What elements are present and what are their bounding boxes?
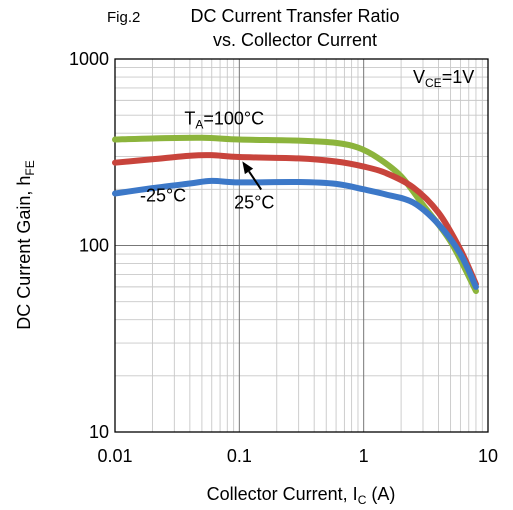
chart-title-line1: DC Current Transfer Ratio [190, 6, 399, 26]
chart-title-line2: vs. Collector Current [213, 30, 377, 50]
x-tick-label: 1 [359, 446, 369, 466]
annotations: TA=100°C 25°C -25°C [140, 108, 274, 212]
annotation-arrow-25c [248, 170, 263, 191]
annotation-arrowhead-25c [242, 161, 254, 175]
y-axis-label: DC Current Gain, hFE [14, 160, 37, 329]
x-tick-label: 10 [478, 446, 498, 466]
annotation-25c: 25°C [234, 193, 274, 213]
plot-frame [114, 58, 489, 433]
grid [114, 58, 489, 433]
series-line-2 [112, 177, 479, 290]
annotation-minus-25c: -25°C [140, 186, 186, 206]
y-tick-label: 1000 [69, 49, 109, 69]
annotation-ta-100c: TA=100°C [184, 108, 264, 131]
tick-labels: 0.01 0.1 1 10 10 100 1000 [69, 49, 498, 466]
x-tick-label: 0.1 [227, 446, 252, 466]
condition-label: VCE=1V [413, 67, 474, 90]
figure-label: Fig.2 [107, 9, 140, 26]
x-axis-label: Collector Current, IC (A) [207, 484, 396, 507]
y-tick-label: 100 [79, 236, 109, 256]
series-group [112, 134, 479, 295]
x-tick-label: 0.01 [97, 446, 132, 466]
series-line-1 [112, 152, 479, 288]
y-tick-label: 10 [89, 422, 109, 442]
